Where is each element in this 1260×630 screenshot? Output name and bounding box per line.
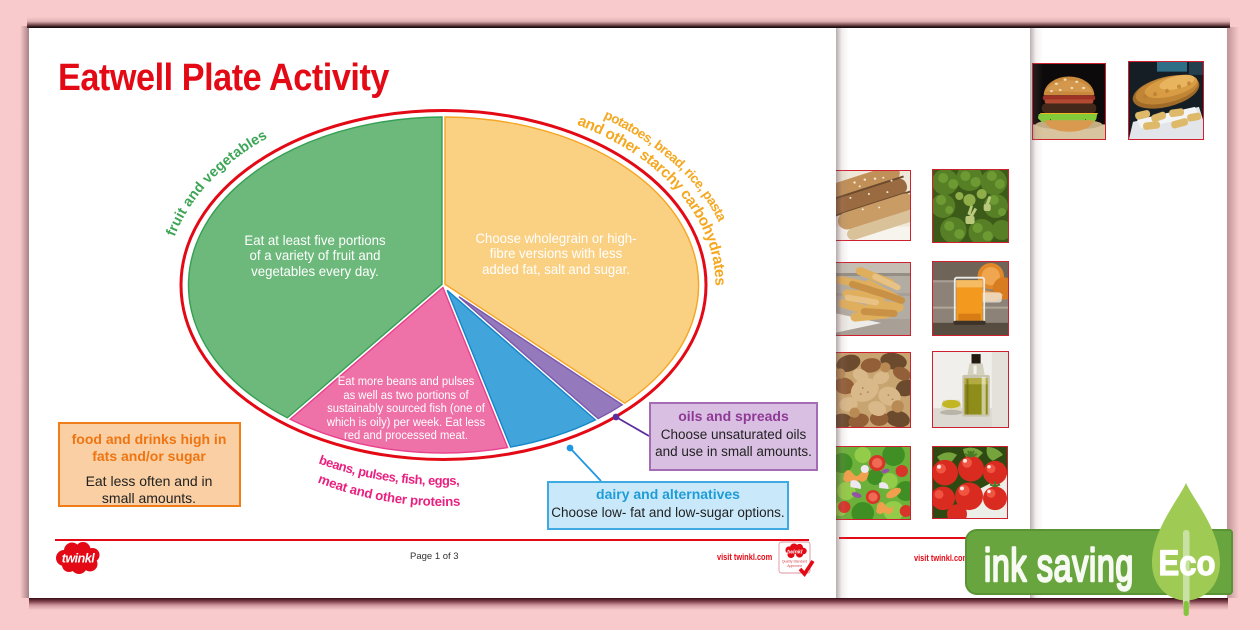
- svg-text:Quality Standard: Quality Standard: [782, 560, 807, 564]
- svg-text:ink saving: ink saving: [984, 539, 1134, 591]
- svg-text:Approved: Approved: [787, 564, 802, 568]
- svg-text:twinkl: twinkl: [787, 550, 803, 556]
- svg-text:Eco: Eco: [1159, 544, 1216, 583]
- svg-text:twinkl: twinkl: [62, 552, 95, 566]
